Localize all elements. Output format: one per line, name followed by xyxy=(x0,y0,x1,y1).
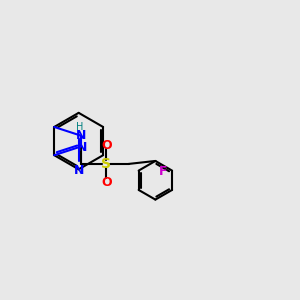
Text: S: S xyxy=(101,157,111,171)
Text: O: O xyxy=(101,176,112,189)
Text: N: N xyxy=(77,142,88,154)
Text: N: N xyxy=(76,129,86,142)
Text: O: O xyxy=(101,139,112,152)
Text: N: N xyxy=(74,164,84,177)
Text: H: H xyxy=(76,122,83,132)
Text: F: F xyxy=(159,165,167,178)
